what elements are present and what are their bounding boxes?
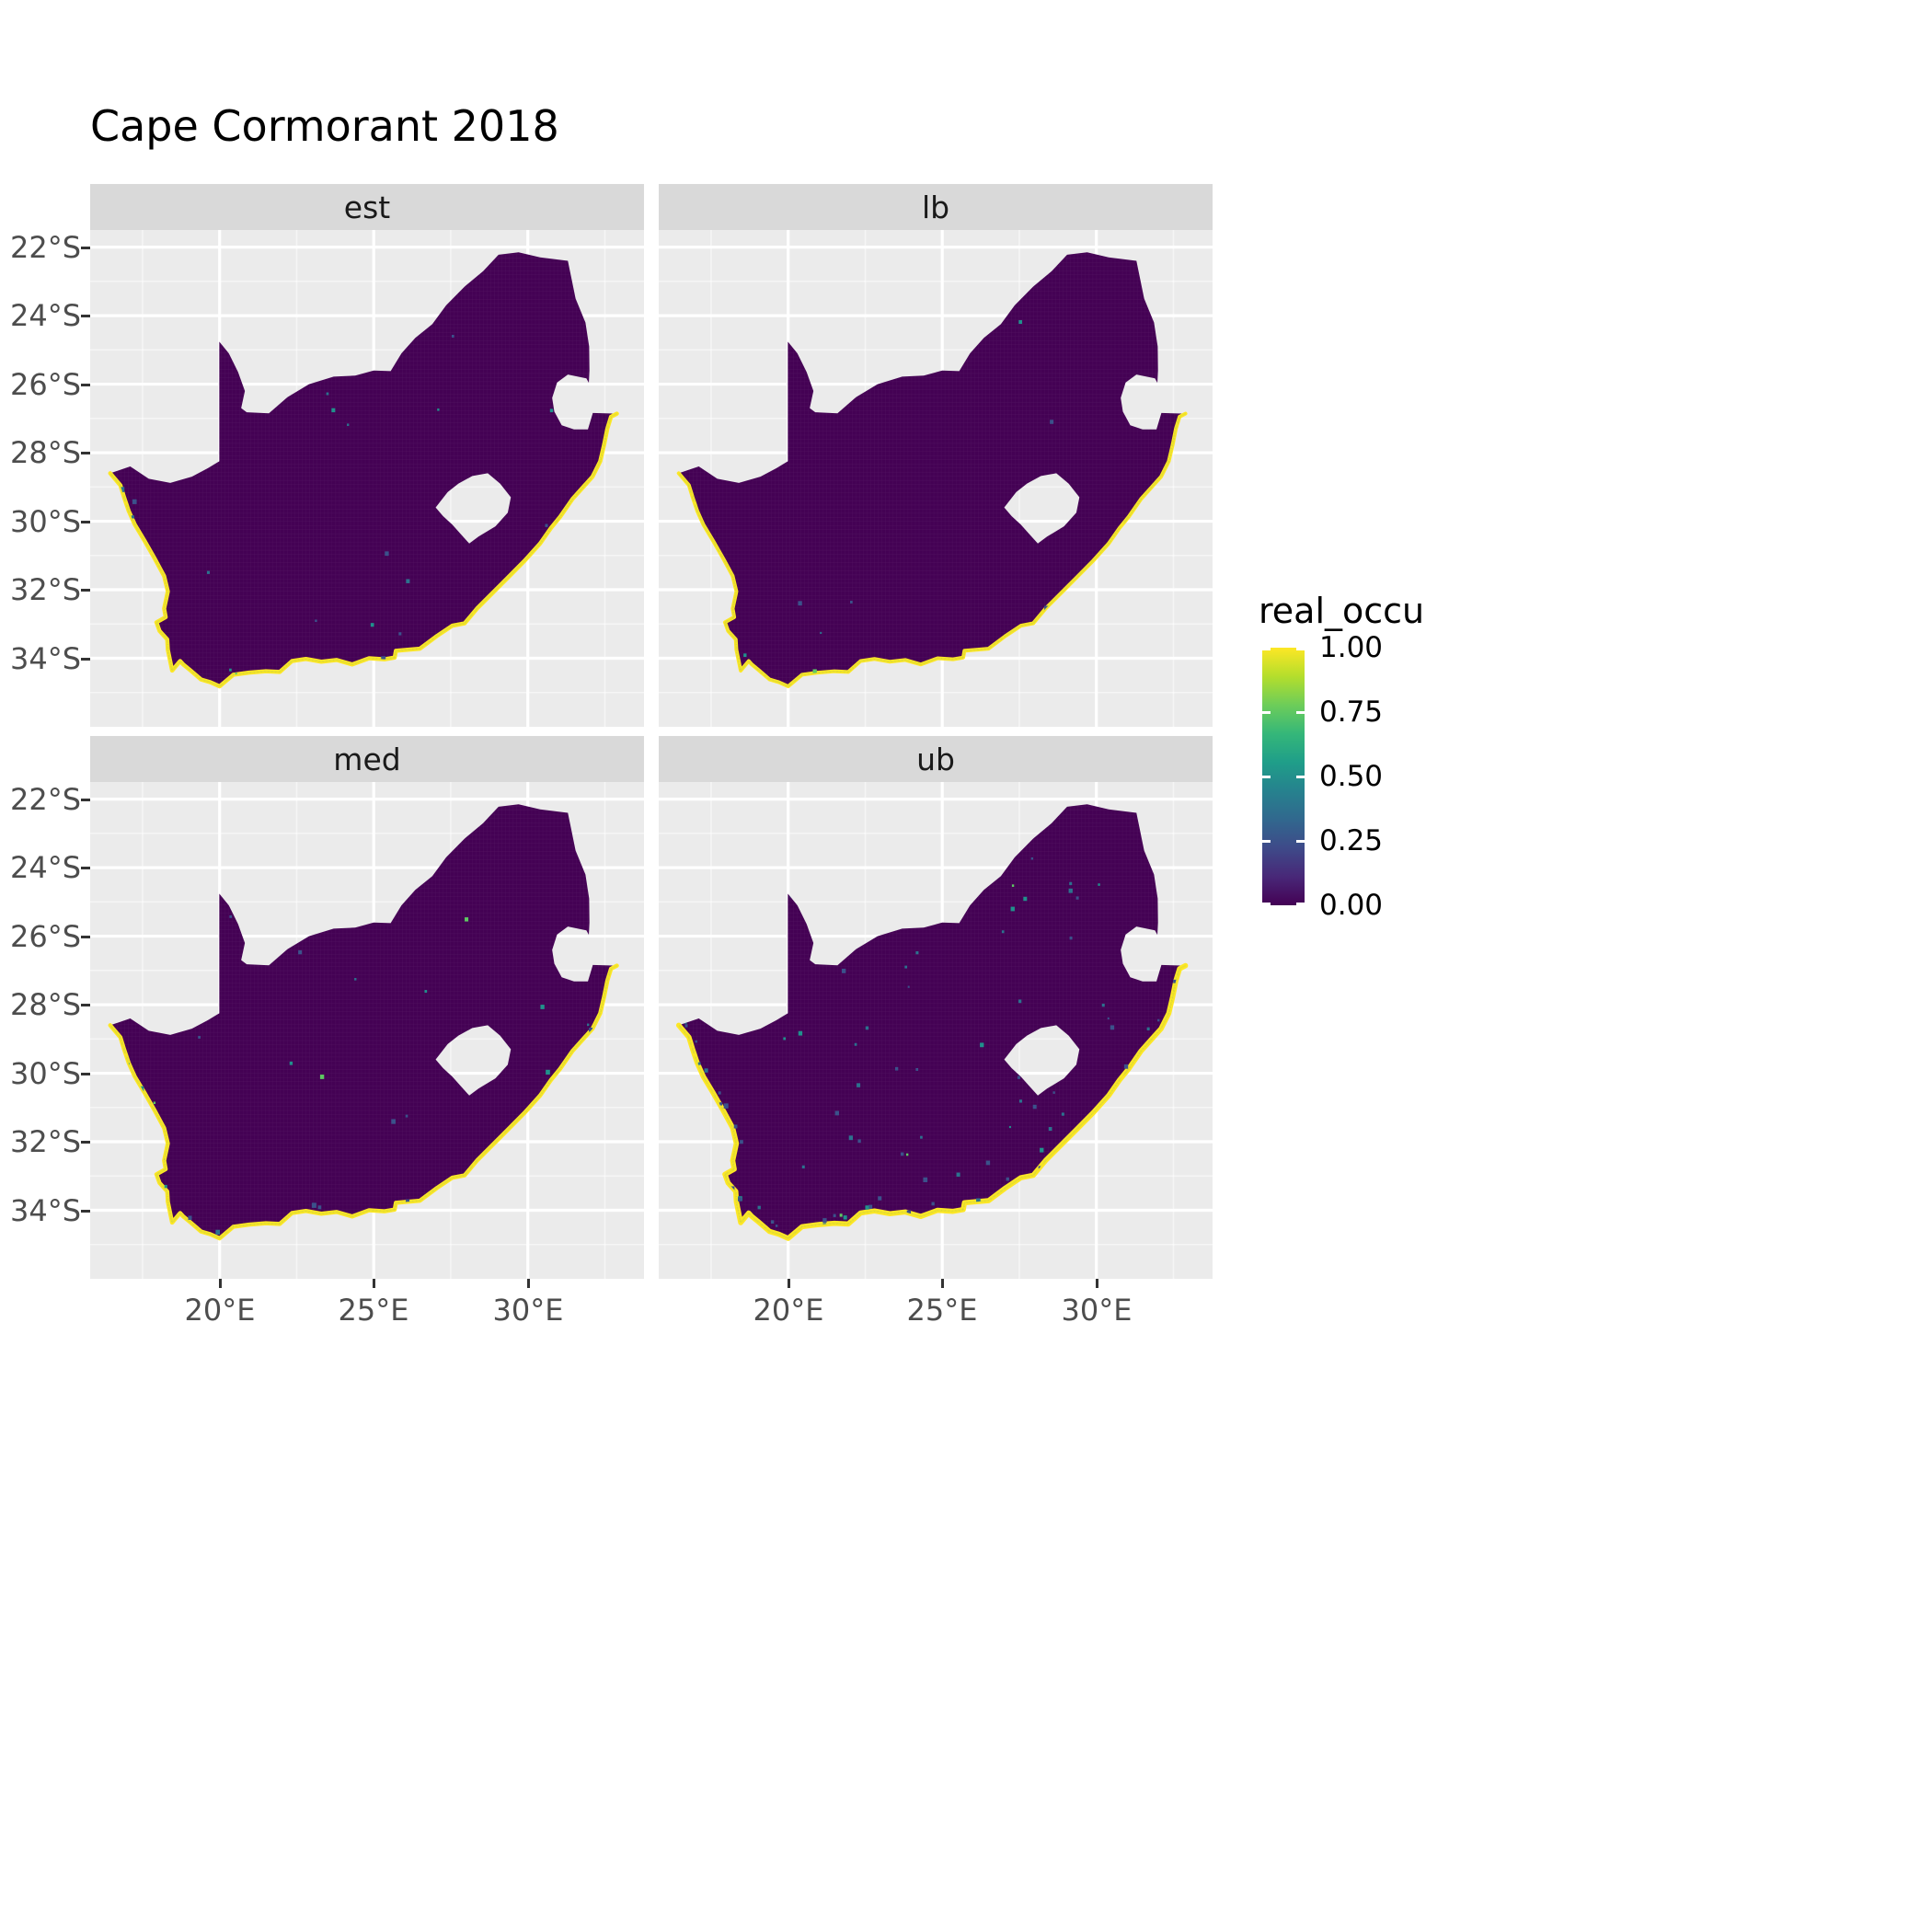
colorbar-tick [1262,839,1271,843]
colorbar-tick [1296,839,1305,843]
facet-strip-med: med [90,736,644,782]
y-axis-tick [81,1073,90,1075]
x-axis-label: 25°E [906,1293,978,1328]
y-axis-tick [81,799,90,801]
coastline-mid-occupancy [679,966,1186,1238]
facet-strip-label: ub [916,741,955,777]
y-axis-tick [81,247,90,249]
y-axis-label: 22°S [9,230,81,265]
facet-strip-ub: ub [659,736,1213,782]
y-axis-tick [81,589,90,592]
y-axis-tick [81,1004,90,1006]
facet-panel-med [90,782,644,1279]
x-axis-tick [788,1279,790,1288]
colorbar-tick [1296,648,1305,650]
y-axis-label: 32°S [9,1124,81,1159]
y-axis-label: 32°S [9,572,81,607]
x-axis-label: 20°E [753,1293,824,1328]
coastline-mid-occupancy [110,414,617,686]
x-axis-tick [219,1279,222,1288]
coastline-mid-occupancy [679,414,1186,686]
y-axis-tick [81,315,90,317]
facet-strip-label: med [333,741,401,777]
colorbar-label: 0.25 [1319,824,1384,857]
y-axis-tick [81,1141,90,1144]
y-axis-tick [81,384,90,386]
colorbar-label: 0.75 [1319,696,1384,729]
facet-panel-ub [659,782,1213,1279]
x-axis-label: 30°E [492,1293,564,1328]
y-axis-tick [81,658,90,661]
coastline-mid-occupancy [110,966,617,1238]
y-axis-tick [81,452,90,454]
facet-panel-wrap-med [90,782,644,1279]
y-axis-label: 34°S [9,641,81,676]
facet-strip-lb: lb [659,184,1213,230]
y-axis-label: 30°S [9,1056,81,1091]
y-axis-label: 24°S [9,850,81,885]
colorbar-tick [1296,775,1305,778]
x-axis-label: 25°E [338,1293,409,1328]
colorbar: 1.00 0.75 0.50 0.25 0.00 [1259,631,1489,922]
y-axis-label: 28°S [9,435,81,470]
colorbar-tick [1262,775,1271,778]
x-axis-tick [373,1279,375,1288]
facet-strip-est: est [90,184,644,230]
facet-panel-wrap-ub [659,782,1213,1279]
plot-title: Cape Cormorant 2018 [90,101,559,151]
y-axis-tick [81,936,90,938]
y-axis-label: 28°S [9,987,81,1022]
facet-panel-lb [659,230,1213,727]
y-axis-tick [81,1210,90,1213]
colorbar-label: 1.00 [1319,631,1384,664]
colorbar-tick [1262,710,1271,714]
colorbar-tick [1262,648,1271,650]
x-axis-tick [527,1279,530,1288]
y-axis-tick [81,521,90,523]
x-axis-label: 20°E [184,1293,256,1328]
x-axis-tick [941,1279,944,1288]
colorbar-tick [1262,903,1271,905]
y-axis-label: 26°S [9,919,81,954]
y-axis-label: 24°S [9,298,81,333]
y-axis-label: 34°S [9,1193,81,1228]
legend-title: real_occu [1259,591,1425,631]
y-axis-label: 26°S [9,367,81,402]
colorbar-tick [1296,710,1305,714]
y-axis-label: 30°S [9,504,81,539]
legend: real_occu 1.00 0.75 0.50 0.25 0.00 [1259,591,1489,922]
x-axis-tick [1096,1279,1098,1288]
facet-panel-est [90,230,644,727]
facet-panel-wrap-est [90,230,644,727]
x-axis-label: 30°E [1061,1293,1133,1328]
facet-strip-label: lb [921,189,950,225]
colorbar-label: 0.50 [1319,760,1384,793]
y-axis-tick [81,867,90,869]
colorbar-label: 0.00 [1319,889,1384,922]
colorbar-tick [1296,903,1305,905]
facet-panel-wrap-lb [659,230,1213,727]
y-axis-label: 22°S [9,782,81,817]
facet-strip-label: est [343,189,391,225]
